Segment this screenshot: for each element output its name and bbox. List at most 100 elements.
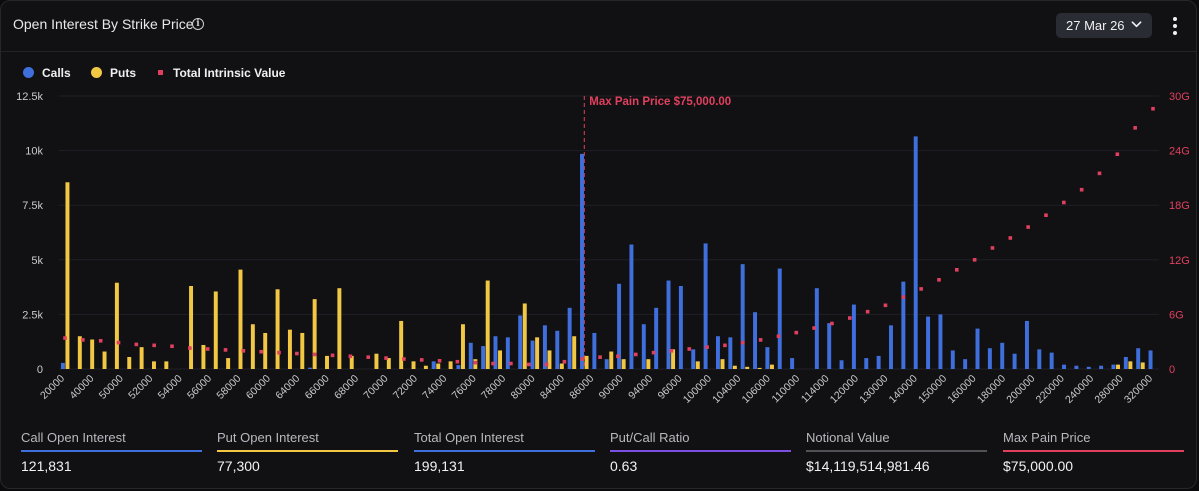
max-pain-label: Max Pain Price $75,000.00 (589, 96, 731, 108)
put-bar (559, 363, 564, 369)
call-bar (814, 288, 819, 369)
put-bar (621, 359, 626, 369)
x-tick-label: 240000 (1063, 373, 1096, 406)
x-tick-label: 60000 (244, 373, 273, 402)
x-tick-label: 104000 (710, 373, 743, 406)
stat-value: 0.63 (610, 458, 638, 474)
intrinsic-value-point (63, 336, 67, 340)
put-bar (189, 286, 194, 369)
panel-header: Open Interest By Strike Price i 27 Mar 2… (1, 1, 1196, 52)
call-bar (889, 325, 893, 369)
y-right-tick-label: 0 (1169, 364, 1175, 376)
open-interest-chart: 0 2.5k 5k 7.5k 10k 12.5k 0 6G 12G 18G 24G 30G Max Pa… (16, 91, 1190, 406)
put-bar (275, 289, 280, 369)
put-bar (386, 358, 391, 369)
intrinsic-value-point (348, 354, 353, 359)
call-bar (493, 336, 498, 369)
call-bar (975, 328, 980, 369)
expiry-date-value: 27 Mar 26 (1066, 18, 1125, 33)
stat-label: Call Open Interest (21, 430, 126, 445)
intrinsic-value-point (883, 303, 888, 308)
put-bar (460, 324, 465, 369)
more-options-button[interactable] (1166, 14, 1184, 38)
intrinsic-value-point (170, 344, 174, 349)
x-tick-label: 56000 (185, 373, 214, 402)
x-tick-label: 72000 (391, 373, 420, 402)
stat-value: 77,300 (217, 458, 260, 474)
intrinsic-value-point (616, 354, 620, 359)
put-bar (720, 359, 725, 369)
chevron-down-icon (1131, 21, 1142, 28)
put-bar (423, 365, 428, 369)
expiry-date-dropdown[interactable]: 27 Mar 26 (1056, 13, 1152, 38)
x-tick-label: 120000 (828, 373, 861, 406)
put-bar (535, 337, 540, 369)
x-tick-label: 54000 (156, 373, 185, 402)
y-left-tick-label: 5k (31, 255, 43, 267)
x-tick-label: 180000 (975, 373, 1008, 406)
put-bar (226, 358, 231, 369)
call-bar (1111, 364, 1116, 369)
stat-value: $14,119,514,981.46 (806, 458, 930, 474)
calls-dot-icon (23, 67, 34, 78)
call-bar (60, 362, 65, 369)
x-tick-label: 220000 (1034, 373, 1067, 406)
put-bar (250, 324, 255, 369)
x-tick-label: 50000 (97, 373, 126, 402)
put-bar (411, 361, 416, 369)
put-bar (238, 269, 243, 369)
call-bar (617, 283, 622, 369)
x-tick-label: 80000 (508, 373, 537, 402)
call-bar (456, 365, 461, 369)
info-icon[interactable]: i (192, 18, 204, 30)
call-bar (1049, 352, 1054, 369)
put-bar (769, 364, 774, 369)
call-bar (1062, 364, 1067, 369)
intrinsic-value-point (651, 350, 656, 355)
intrinsic-value-point (526, 362, 531, 367)
put-bar (1128, 361, 1133, 369)
call-bar (1037, 349, 1042, 369)
put-bar (139, 347, 144, 369)
intrinsic-value-point (134, 342, 139, 347)
call-bar (518, 315, 523, 369)
x-tick-label: 86000 (567, 373, 596, 402)
intrinsic-value-point (580, 357, 585, 361)
call-bar (839, 360, 844, 369)
intrinsic-value-point (955, 268, 959, 272)
intrinsic-value-point (330, 353, 335, 358)
legend-intrinsic-label: Total Intrinsic Value (173, 66, 286, 80)
intrinsic-value-point (830, 321, 834, 326)
y-right-tick-label: 6G (1169, 309, 1184, 321)
intrinsic-value-point (758, 338, 763, 342)
call-bar (641, 324, 646, 369)
intrinsic-value-point (455, 359, 460, 364)
intrinsic-value-point (633, 352, 638, 357)
x-tick-label: 52000 (126, 373, 155, 402)
stat-underline (806, 450, 987, 452)
x-tick-label: 140000 (887, 373, 920, 406)
intrinsic-value-point (919, 287, 923, 291)
put-bar (213, 291, 218, 369)
intrinsic-value-point (776, 334, 781, 339)
x-tick-label: 280000 (1092, 373, 1125, 406)
call-bar (308, 367, 313, 369)
x-tick-label: 150000 (916, 373, 949, 406)
call-bar (555, 330, 560, 369)
intrinsic-value-point (562, 359, 567, 364)
stat-label: Put Open Interest (217, 430, 319, 445)
put-bar (102, 351, 107, 369)
intrinsic-value-point (81, 338, 85, 342)
intrinsic-value-point (812, 326, 816, 330)
call-bar (567, 307, 572, 369)
call-bar (851, 304, 856, 369)
call-bar (468, 342, 473, 369)
put-bar (201, 344, 206, 369)
x-tick-label: 84000 (538, 373, 567, 402)
put-bar (114, 282, 119, 369)
vertical-ellipsis-icon (1173, 17, 1177, 21)
call-bar (740, 264, 745, 369)
intrinsic-value-point (116, 340, 121, 345)
x-tick-label: 100000 (681, 373, 714, 406)
